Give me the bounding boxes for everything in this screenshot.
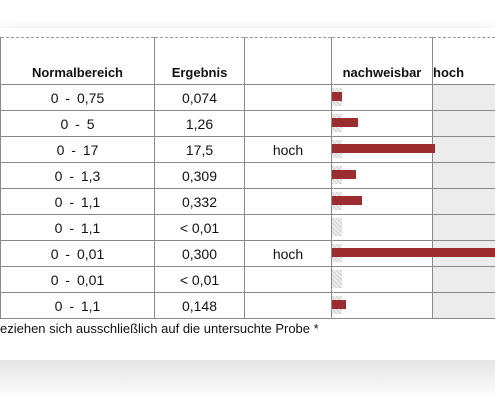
- result-value: < 0,01: [154, 266, 245, 293]
- table-row: 0 - 1,1 < 0,01: [0, 214, 495, 241]
- bar-cell: [331, 110, 433, 137]
- normal-range-cell: 0 - 5: [0, 110, 155, 137]
- table-row: 0 - 0,01 0,300 hoch: [0, 240, 495, 267]
- flag-value: hoch: [244, 240, 332, 267]
- result-value: 0,300: [154, 240, 245, 267]
- normal-range-cell: 0 - 0,01: [0, 240, 155, 267]
- header-detectable: nachweisbar: [331, 37, 433, 85]
- flag-value: [244, 162, 332, 189]
- flag-value: [244, 266, 332, 293]
- normal-range-value: 0 - 1,1: [54, 297, 101, 314]
- high-zone-cell: [432, 162, 495, 189]
- result-value: 1,26: [154, 110, 245, 137]
- result-value: 17,5: [154, 136, 245, 163]
- detectable-hatch: [332, 270, 342, 288]
- high-zone-cell: [432, 266, 495, 293]
- flag-value: [244, 188, 332, 215]
- flag-value: [244, 84, 332, 111]
- bar-cell: [331, 84, 433, 111]
- normal-range-value: 0 - 5: [60, 115, 95, 132]
- bar-cell: [331, 240, 495, 267]
- result-bar: [332, 118, 358, 127]
- detectable-hatch: [332, 218, 342, 236]
- result-value: 0,309: [154, 162, 245, 189]
- normal-range-cell: 0 - 1,1: [0, 188, 155, 215]
- normal-range-cell: 0 - 1,1: [0, 292, 155, 319]
- header-result: Ergebnis: [154, 37, 245, 85]
- result-bar: [332, 144, 435, 153]
- normal-range-value: 0 - 1,1: [54, 219, 101, 236]
- normal-range-value: 0 - 0,75: [50, 89, 105, 106]
- normal-range-cell: 0 - 0,01: [0, 266, 155, 293]
- bar-cell: [331, 292, 433, 319]
- normal-range-value: 0 - 0,01: [50, 245, 105, 262]
- table-row: 0 - 0,75 0,074: [0, 84, 495, 111]
- result-value: < 0,01: [154, 214, 245, 241]
- normal-range-cell: 0 - 1,3: [0, 162, 155, 189]
- high-zone-cell: [432, 188, 495, 215]
- bar-cell: [331, 162, 433, 189]
- table-row: 0 - 0,01 < 0,01: [0, 266, 495, 293]
- result-value: 0,148: [154, 292, 245, 319]
- footnote: eziehen sich ausschließlich auf die unte…: [0, 321, 319, 336]
- sheet-shadow: [0, 360, 495, 400]
- high-zone-cell: [432, 292, 495, 319]
- result-bar: [332, 248, 495, 257]
- bar-cell: [331, 266, 433, 293]
- flag-value: [244, 292, 332, 319]
- header-high: hoch: [432, 37, 495, 85]
- bar-cell: [331, 188, 433, 215]
- normal-range-value: 0 - 17: [56, 141, 99, 158]
- high-zone-cell: [432, 214, 495, 241]
- result-bar: [332, 196, 362, 205]
- header-row: Normalbereich Ergebnis nachweisbar hoch: [0, 37, 495, 85]
- normal-range-value: 0 - 1,1: [54, 193, 101, 210]
- normal-range-cell: 0 - 0,75: [0, 84, 155, 111]
- flag-value: hoch: [244, 136, 332, 163]
- result-bar: [332, 300, 346, 309]
- bar-cell: [331, 214, 433, 241]
- table-row: 0 - 1,1 0,148: [0, 292, 495, 319]
- header-flag: [244, 37, 332, 85]
- table-row: 0 - 5 1,26: [0, 110, 495, 137]
- bar-cell: [331, 136, 435, 163]
- high-zone-cell: [432, 84, 495, 111]
- result-value: 0,074: [154, 84, 245, 111]
- normal-range-cell: 0 - 1,1: [0, 214, 155, 241]
- flag-value: [244, 110, 332, 137]
- normal-range-value: 0 - 1,3: [54, 167, 101, 184]
- result-bar: [332, 170, 356, 179]
- high-zone-cell: [432, 136, 495, 163]
- high-zone-cell: [432, 110, 495, 137]
- result-value: 0,332: [154, 188, 245, 215]
- normal-range-value: 0 - 0,01: [50, 271, 105, 288]
- table-row: 0 - 1,1 0,332: [0, 188, 495, 215]
- normal-range-cell: 0 - 17: [0, 136, 155, 163]
- result-bar: [332, 92, 342, 101]
- table-row: 0 - 1,3 0,309: [0, 162, 495, 189]
- header-normal-range: Normalbereich: [0, 37, 155, 85]
- table-row: 0 - 17 17,5 hoch: [0, 136, 495, 163]
- flag-value: [244, 214, 332, 241]
- lab-results-table: Normalbereich Ergebnis nachweisbar hoch …: [0, 37, 495, 319]
